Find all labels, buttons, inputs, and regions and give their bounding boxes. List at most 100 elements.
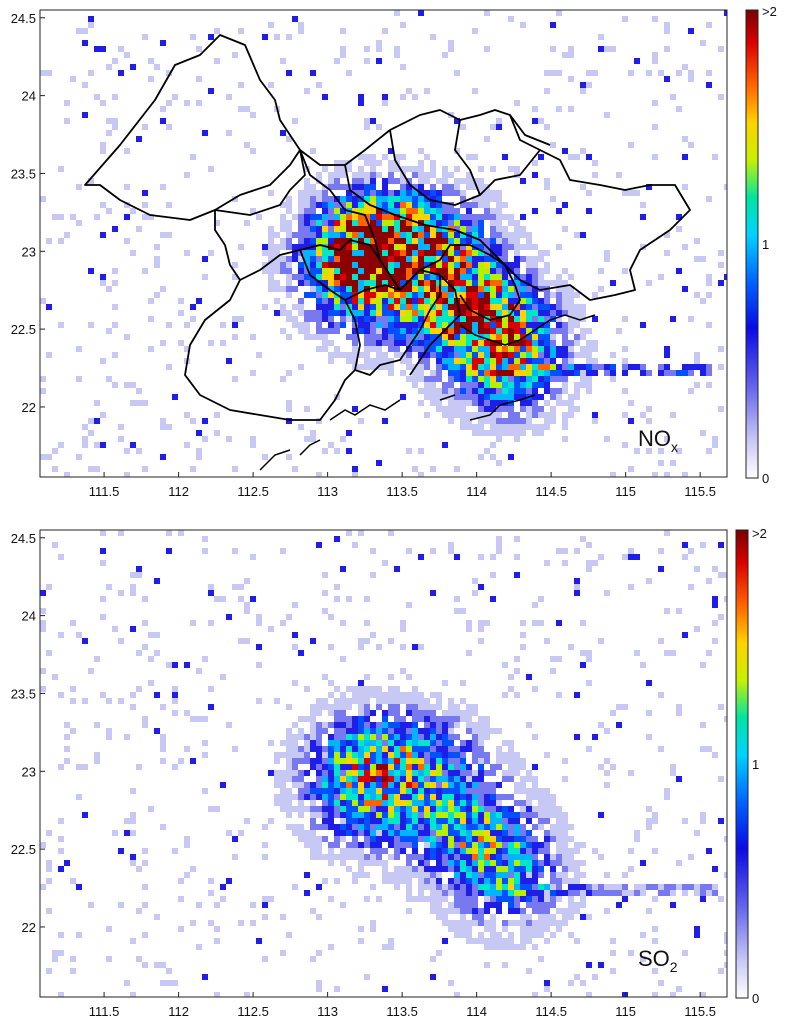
emission-cell [418,704,424,710]
emission-cell [394,758,400,764]
emission-cell [142,268,148,274]
emission-cell [514,370,520,376]
emission-cell [400,226,406,232]
emission-cell [58,848,64,854]
emission-cell [412,854,418,860]
emission-cell [670,650,676,656]
emission-cell [310,220,316,226]
emission-cell [256,644,262,650]
emission-cell [460,124,466,130]
emission-cell [412,758,418,764]
emission-cell [94,752,100,758]
emission-cell [526,674,532,680]
emission-cell [454,746,460,752]
emission-cell [490,226,496,232]
emission-cell [706,292,712,298]
emission-cell [394,262,400,268]
emission-cell [454,890,460,896]
emission-cell [214,28,220,34]
emission-cell [376,262,382,268]
emission-cell [658,274,664,280]
emission-cell [244,578,250,584]
emission-cell [388,148,394,154]
emission-cell [364,782,370,788]
emission-cell [544,896,550,902]
emission-cell [238,638,244,644]
emission-cell [382,238,388,244]
emission-cell [544,334,550,340]
emission-cell [370,220,376,226]
emission-cell [520,418,526,424]
emission-cell [274,698,280,704]
emission-cell [64,118,70,124]
emission-cell [688,854,694,860]
emission-cell [394,764,400,770]
emission-cell [340,788,346,794]
emission-cell [376,358,382,364]
emission-cell [418,262,424,268]
emission-cell [574,974,580,980]
emission-cell [280,752,286,758]
emission-cell [466,256,472,262]
emission-cell [160,980,166,986]
emission-cell [664,890,670,896]
emission-cell [520,842,526,848]
emission-cell [490,166,496,172]
emission-cell [82,424,88,430]
emission-cell [538,866,544,872]
emission-cell [274,794,280,800]
emission-cell [466,920,472,926]
emission-cell [514,812,520,818]
emission-cell [310,202,316,208]
emission-cell [130,788,136,794]
emission-cell [538,376,544,382]
emission-cell [478,890,484,896]
emission-cell [322,292,328,298]
emission-cell [394,310,400,316]
emission-cell [382,806,388,812]
emission-cell [352,334,358,340]
emission-cell [394,46,400,52]
emission-cell [520,824,526,830]
emission-cell [304,88,310,94]
emission-cell [412,698,418,704]
emission-cell [514,232,520,238]
emission-cell [454,854,460,860]
emission-cell [388,340,394,346]
emission-cell [106,208,112,214]
emission-cell [406,806,412,812]
emission-cell [262,914,268,920]
emission-cell [556,208,562,214]
emission-cell [274,770,280,776]
emission-cell [322,346,328,352]
emission-cell [442,806,448,812]
emission-cell [322,878,328,884]
emission-cell [358,806,364,812]
emission-cell [304,250,310,256]
emission-cell [472,938,478,944]
emission-cell [436,232,442,238]
emission-cell [436,860,442,866]
emission-cell [640,932,646,938]
emission-cell [514,244,520,250]
emission-cell [472,298,478,304]
emission-cell [322,274,328,280]
emission-cell [406,764,412,770]
emission-cell [400,812,406,818]
emission-cell [466,710,472,716]
emission-cell [388,316,394,322]
emission-cell [574,388,580,394]
emission-cell [460,884,466,890]
emission-cell [484,298,490,304]
emission-cell [346,190,352,196]
emission-cell [724,716,727,722]
emission-cell [502,328,508,334]
emission-cell [556,884,562,890]
emission-cell [652,968,658,974]
emission-cell [454,770,460,776]
emission-cell [442,836,448,842]
emission-cell [472,226,478,232]
emission-cell [424,250,430,256]
emission-cell [550,656,556,662]
emission-cell [298,836,304,842]
